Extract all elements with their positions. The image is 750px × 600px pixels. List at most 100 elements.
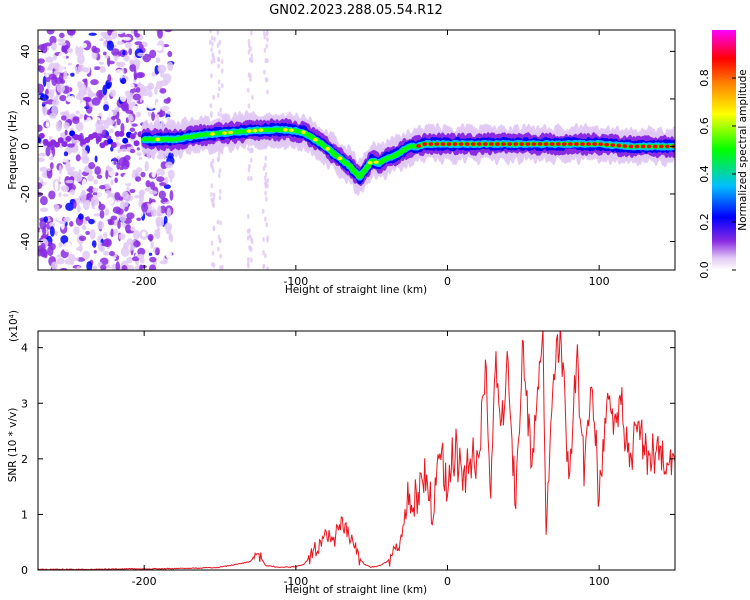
spectrogram-peak-blob bbox=[367, 160, 373, 165]
spectrogram-noise-blob bbox=[142, 90, 149, 97]
spectrogram-noise-blob bbox=[76, 257, 86, 262]
spectrogram-noise-blob bbox=[101, 242, 109, 247]
spectrogram-streak-blob bbox=[249, 157, 253, 163]
spectrogram-noise-blob bbox=[136, 152, 142, 157]
spectrogram-noise-blob bbox=[38, 83, 45, 94]
spectrogram-peak-blob bbox=[379, 159, 385, 163]
spectrogram-streak-blob bbox=[212, 192, 216, 198]
spectrogram-band-blob bbox=[118, 130, 125, 137]
spectrogram-noise-blob bbox=[121, 103, 129, 112]
spectrogram-noise-blob bbox=[141, 231, 146, 237]
spectrogram-x-ticks: -200 -100 0 100 bbox=[132, 30, 610, 288]
spectrogram-noise-blob bbox=[61, 115, 67, 121]
spectrogram-streak-blob bbox=[266, 237, 269, 243]
spectrogram-peak-blob bbox=[258, 128, 264, 132]
spectrogram-noise-blob bbox=[155, 57, 161, 64]
spectrogram-noise-blob bbox=[169, 175, 173, 183]
spectrogram-noise-blob bbox=[120, 77, 127, 85]
spectrogram-streak-blob bbox=[266, 177, 270, 183]
spectrogram-peak-blob bbox=[398, 150, 403, 154]
spectrogram-noise-blob bbox=[38, 182, 43, 190]
spectrogram-noise-blob bbox=[152, 162, 157, 171]
spectrogram-noise-blob bbox=[73, 226, 80, 235]
spectrogram-noise-blob bbox=[72, 257, 80, 262]
spectrogram-noise-blob bbox=[69, 194, 74, 199]
spectrogram-noise-blob bbox=[78, 46, 84, 56]
spectrogram-noise-blob bbox=[48, 73, 57, 80]
spectrogram-noise-blob bbox=[93, 213, 101, 217]
spectrogram-noise-blob bbox=[81, 157, 90, 164]
spectrogram-noise-blob bbox=[158, 228, 167, 240]
spectrogram-streak-blob bbox=[220, 112, 223, 118]
spectrogram-noise-blob bbox=[38, 124, 43, 132]
snr-y-tick-label: 4 bbox=[21, 342, 28, 355]
spectrogram-noise-blob bbox=[167, 50, 173, 58]
spectrogram-noise-blob bbox=[39, 94, 49, 101]
spectrogram-noise-blob bbox=[81, 67, 89, 73]
spectrogram-noise-blob bbox=[165, 161, 173, 169]
spectrogram-noise-blob bbox=[110, 215, 118, 221]
spectrogram-streak-blob bbox=[246, 260, 250, 266]
spectrogram-streak-blob bbox=[264, 216, 267, 222]
spectrogram-peak-blob bbox=[222, 131, 227, 135]
colorbar-gradient bbox=[712, 30, 736, 270]
spectrogram-streak-blob bbox=[213, 36, 216, 42]
spectrogram-noise-blob bbox=[58, 164, 62, 175]
spectrogram-noise-blob bbox=[99, 185, 106, 190]
spectrogram-noise-blob bbox=[51, 261, 58, 270]
spectrogram-noise-blob bbox=[158, 190, 166, 200]
spectrogram-peak-blob bbox=[634, 144, 640, 149]
spectrogram-peak-blob bbox=[489, 142, 494, 146]
spectrogram-noise-blob bbox=[157, 64, 167, 74]
spectrogram-peak-blob bbox=[561, 142, 567, 146]
spectrogram-noise-blob bbox=[91, 97, 101, 106]
spectrogram-streak-blob bbox=[247, 175, 250, 181]
spectrogram-noise-blob bbox=[98, 61, 104, 65]
spectrogram-streak-blob bbox=[211, 41, 214, 47]
spectrogram-noise-blob bbox=[114, 106, 120, 113]
spectrogram-streak-blob bbox=[265, 43, 269, 49]
spectrogram-noise-blob bbox=[65, 202, 74, 212]
spectrogram-band-blob bbox=[69, 130, 76, 137]
spectrogram-noise-blob bbox=[56, 257, 65, 265]
spectrogram-streak-blob bbox=[218, 237, 222, 243]
spectrogram-noise-blob bbox=[136, 147, 140, 151]
spectrogram-noise-blob bbox=[101, 76, 105, 81]
spectrogram-noise-blob bbox=[53, 96, 58, 102]
spectrogram-peak-blob bbox=[155, 137, 161, 142]
snr-y-multiplier: (x10⁴) bbox=[8, 310, 20, 342]
spectrogram-streak-blob bbox=[217, 56, 221, 62]
spectrogram-noise-blob bbox=[105, 82, 111, 90]
spectrogram-noise-blob bbox=[169, 234, 174, 243]
snr-y-tick-label: 3 bbox=[21, 397, 28, 410]
spectrogram-peak-blob bbox=[404, 146, 409, 151]
spectrogram-streak-blob bbox=[247, 103, 251, 109]
spectrogram-streak-blob bbox=[264, 77, 268, 83]
spectrogram-streak-blob bbox=[249, 46, 252, 52]
spectrogram-noise-blob bbox=[46, 80, 51, 90]
spectrogram-noise-blob bbox=[82, 250, 91, 260]
snr-series-line bbox=[38, 331, 675, 570]
spectrogram-noise-blob bbox=[55, 62, 60, 73]
spectrogram-streak-blob bbox=[262, 166, 266, 172]
spectrogram-noise-blob bbox=[54, 77, 63, 85]
spectrogram-noise-blob bbox=[132, 169, 139, 174]
spectrogram-noise-blob bbox=[54, 180, 59, 191]
spectrogram-noise-blob bbox=[76, 167, 80, 171]
spectrogram-noise-blob bbox=[86, 261, 93, 270]
spectrogram-noise-blob bbox=[85, 230, 91, 236]
spectrogram-streak-blob bbox=[217, 111, 220, 117]
spectrogram-streak-blob bbox=[247, 43, 251, 49]
spectrogram-y-ticks: -40 -20 0 20 40 bbox=[19, 44, 675, 250]
spectrogram-noise-blob bbox=[124, 143, 132, 148]
spectrogram-noise-blob bbox=[155, 247, 160, 256]
spectrogram-noise-blob bbox=[73, 200, 77, 209]
spectrogram-noise-blob bbox=[93, 250, 97, 254]
spectrogram-streak-blob bbox=[247, 72, 251, 78]
spectrogram-peak-blob bbox=[495, 142, 500, 146]
spectrogram-noise-blob bbox=[145, 180, 151, 188]
spectrogram-peak-blob bbox=[598, 142, 604, 146]
spectrogram-noise-blob bbox=[135, 86, 141, 93]
spectrogram-streak-blob bbox=[218, 173, 221, 179]
